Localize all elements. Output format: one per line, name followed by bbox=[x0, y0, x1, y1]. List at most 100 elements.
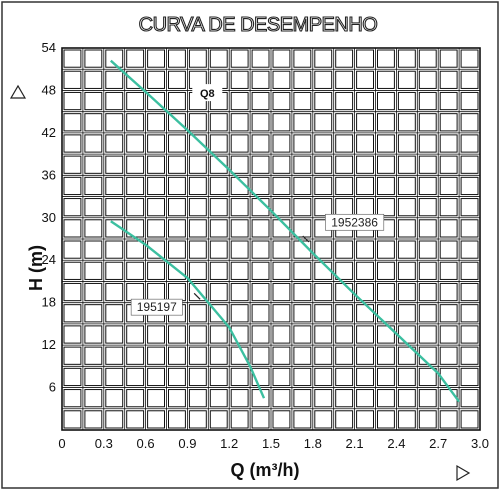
grid-cell bbox=[377, 367, 395, 387]
grid-cell bbox=[335, 261, 354, 280]
grid-cell bbox=[126, 261, 145, 280]
grid-cell bbox=[377, 49, 395, 68]
grid-cell bbox=[397, 49, 416, 68]
grid-cell bbox=[209, 240, 228, 259]
grid-cell bbox=[356, 70, 375, 89]
grid-cell bbox=[209, 282, 228, 302]
y-tick-label: 18 bbox=[42, 295, 56, 310]
x-tick-label: 2.7 bbox=[429, 436, 447, 451]
grid-cell bbox=[293, 70, 312, 89]
y-axis-arrow-icon bbox=[9, 84, 27, 99]
grid-cell bbox=[63, 49, 82, 68]
grid-cell bbox=[439, 261, 458, 280]
grid-cell bbox=[230, 389, 249, 408]
grid-cell bbox=[418, 389, 437, 408]
annotation-labels: Q8 1952386 195197 bbox=[130, 84, 385, 316]
grid-cell bbox=[105, 325, 124, 344]
grid-cell bbox=[418, 91, 437, 111]
grid-cell bbox=[63, 304, 82, 323]
grid-cell bbox=[460, 282, 479, 302]
grid-cell bbox=[105, 113, 124, 132]
grid-cell bbox=[418, 410, 437, 429]
y-tick-label: 6 bbox=[49, 380, 56, 395]
grid-cell bbox=[272, 389, 291, 408]
grid-cell bbox=[439, 389, 458, 408]
grid-cell bbox=[209, 113, 228, 132]
grid-cell bbox=[460, 389, 479, 408]
grid-cell bbox=[356, 155, 375, 174]
grid-cell bbox=[209, 198, 228, 217]
grid-cell bbox=[105, 367, 124, 387]
grid-cell bbox=[251, 134, 270, 153]
grid-cell bbox=[439, 91, 458, 111]
grid-cell bbox=[63, 198, 82, 217]
grid-cell bbox=[209, 346, 228, 365]
grid-cell bbox=[460, 410, 479, 429]
grid-cell bbox=[126, 240, 145, 259]
grid-cell bbox=[272, 134, 291, 153]
grid-cell bbox=[126, 367, 145, 387]
grid-cell bbox=[168, 176, 186, 196]
grid-cell bbox=[251, 261, 270, 280]
grid-cell bbox=[335, 346, 354, 365]
grid-cell bbox=[439, 240, 458, 259]
grid-cell bbox=[272, 304, 291, 323]
x-tick-label: 3.0 bbox=[471, 436, 489, 451]
grid-cell bbox=[63, 282, 82, 302]
grid-cell bbox=[126, 325, 145, 344]
grid-cell bbox=[439, 346, 458, 365]
grid-cell bbox=[147, 282, 166, 302]
grid-cell bbox=[168, 49, 186, 68]
grid-cell bbox=[251, 240, 270, 259]
grid-cell bbox=[293, 410, 312, 429]
grid-cell bbox=[397, 367, 416, 387]
grid-cell bbox=[397, 410, 416, 429]
grid-cell bbox=[272, 261, 291, 280]
grid-cell bbox=[293, 176, 312, 196]
grid-cell bbox=[63, 389, 82, 408]
grid-cell bbox=[147, 389, 166, 408]
grid-cell bbox=[230, 219, 249, 238]
grid-cell bbox=[126, 389, 145, 408]
grid-cell bbox=[63, 410, 82, 429]
grid-cell bbox=[418, 325, 437, 344]
grid-cell bbox=[418, 198, 437, 217]
grid-cell bbox=[293, 49, 312, 68]
grid-cell bbox=[293, 325, 312, 344]
x-tick-label: 2.4 bbox=[387, 436, 405, 451]
grid-cell bbox=[63, 113, 82, 132]
grid-cell bbox=[460, 367, 479, 387]
grid-cell bbox=[168, 282, 186, 302]
grid-cell bbox=[335, 198, 354, 217]
grid-cell bbox=[251, 49, 270, 68]
series-marker bbox=[302, 235, 310, 243]
grid-cell bbox=[209, 176, 228, 196]
grid-cell bbox=[230, 367, 249, 387]
x-tick-label: 1.8 bbox=[304, 436, 322, 451]
grid-cell bbox=[460, 155, 479, 174]
grid-cell bbox=[105, 389, 124, 408]
grid-cell bbox=[272, 198, 291, 217]
grid-cell bbox=[314, 410, 333, 429]
grid-cell bbox=[188, 219, 207, 238]
grid-cell bbox=[460, 113, 479, 132]
grid-cell bbox=[251, 304, 270, 323]
grid-cell bbox=[314, 282, 333, 302]
grid-cell bbox=[397, 240, 416, 259]
y-axis-label: H (m) bbox=[26, 245, 46, 291]
series-group bbox=[109, 59, 461, 403]
grid-cell bbox=[377, 176, 395, 196]
grid-cell bbox=[168, 346, 186, 365]
x-tick-label: 0.6 bbox=[137, 436, 155, 451]
grid-cell bbox=[356, 261, 375, 280]
grid-cell bbox=[147, 219, 166, 238]
grid-cell bbox=[335, 155, 354, 174]
grid-cell bbox=[335, 282, 354, 302]
grid-cell bbox=[126, 155, 145, 174]
x-tick-label: 0 bbox=[58, 436, 65, 451]
grid-cell bbox=[397, 389, 416, 408]
grid-cell bbox=[230, 261, 249, 280]
grid-cell bbox=[251, 410, 270, 429]
grid-cell bbox=[397, 70, 416, 89]
grid-cell bbox=[397, 176, 416, 196]
